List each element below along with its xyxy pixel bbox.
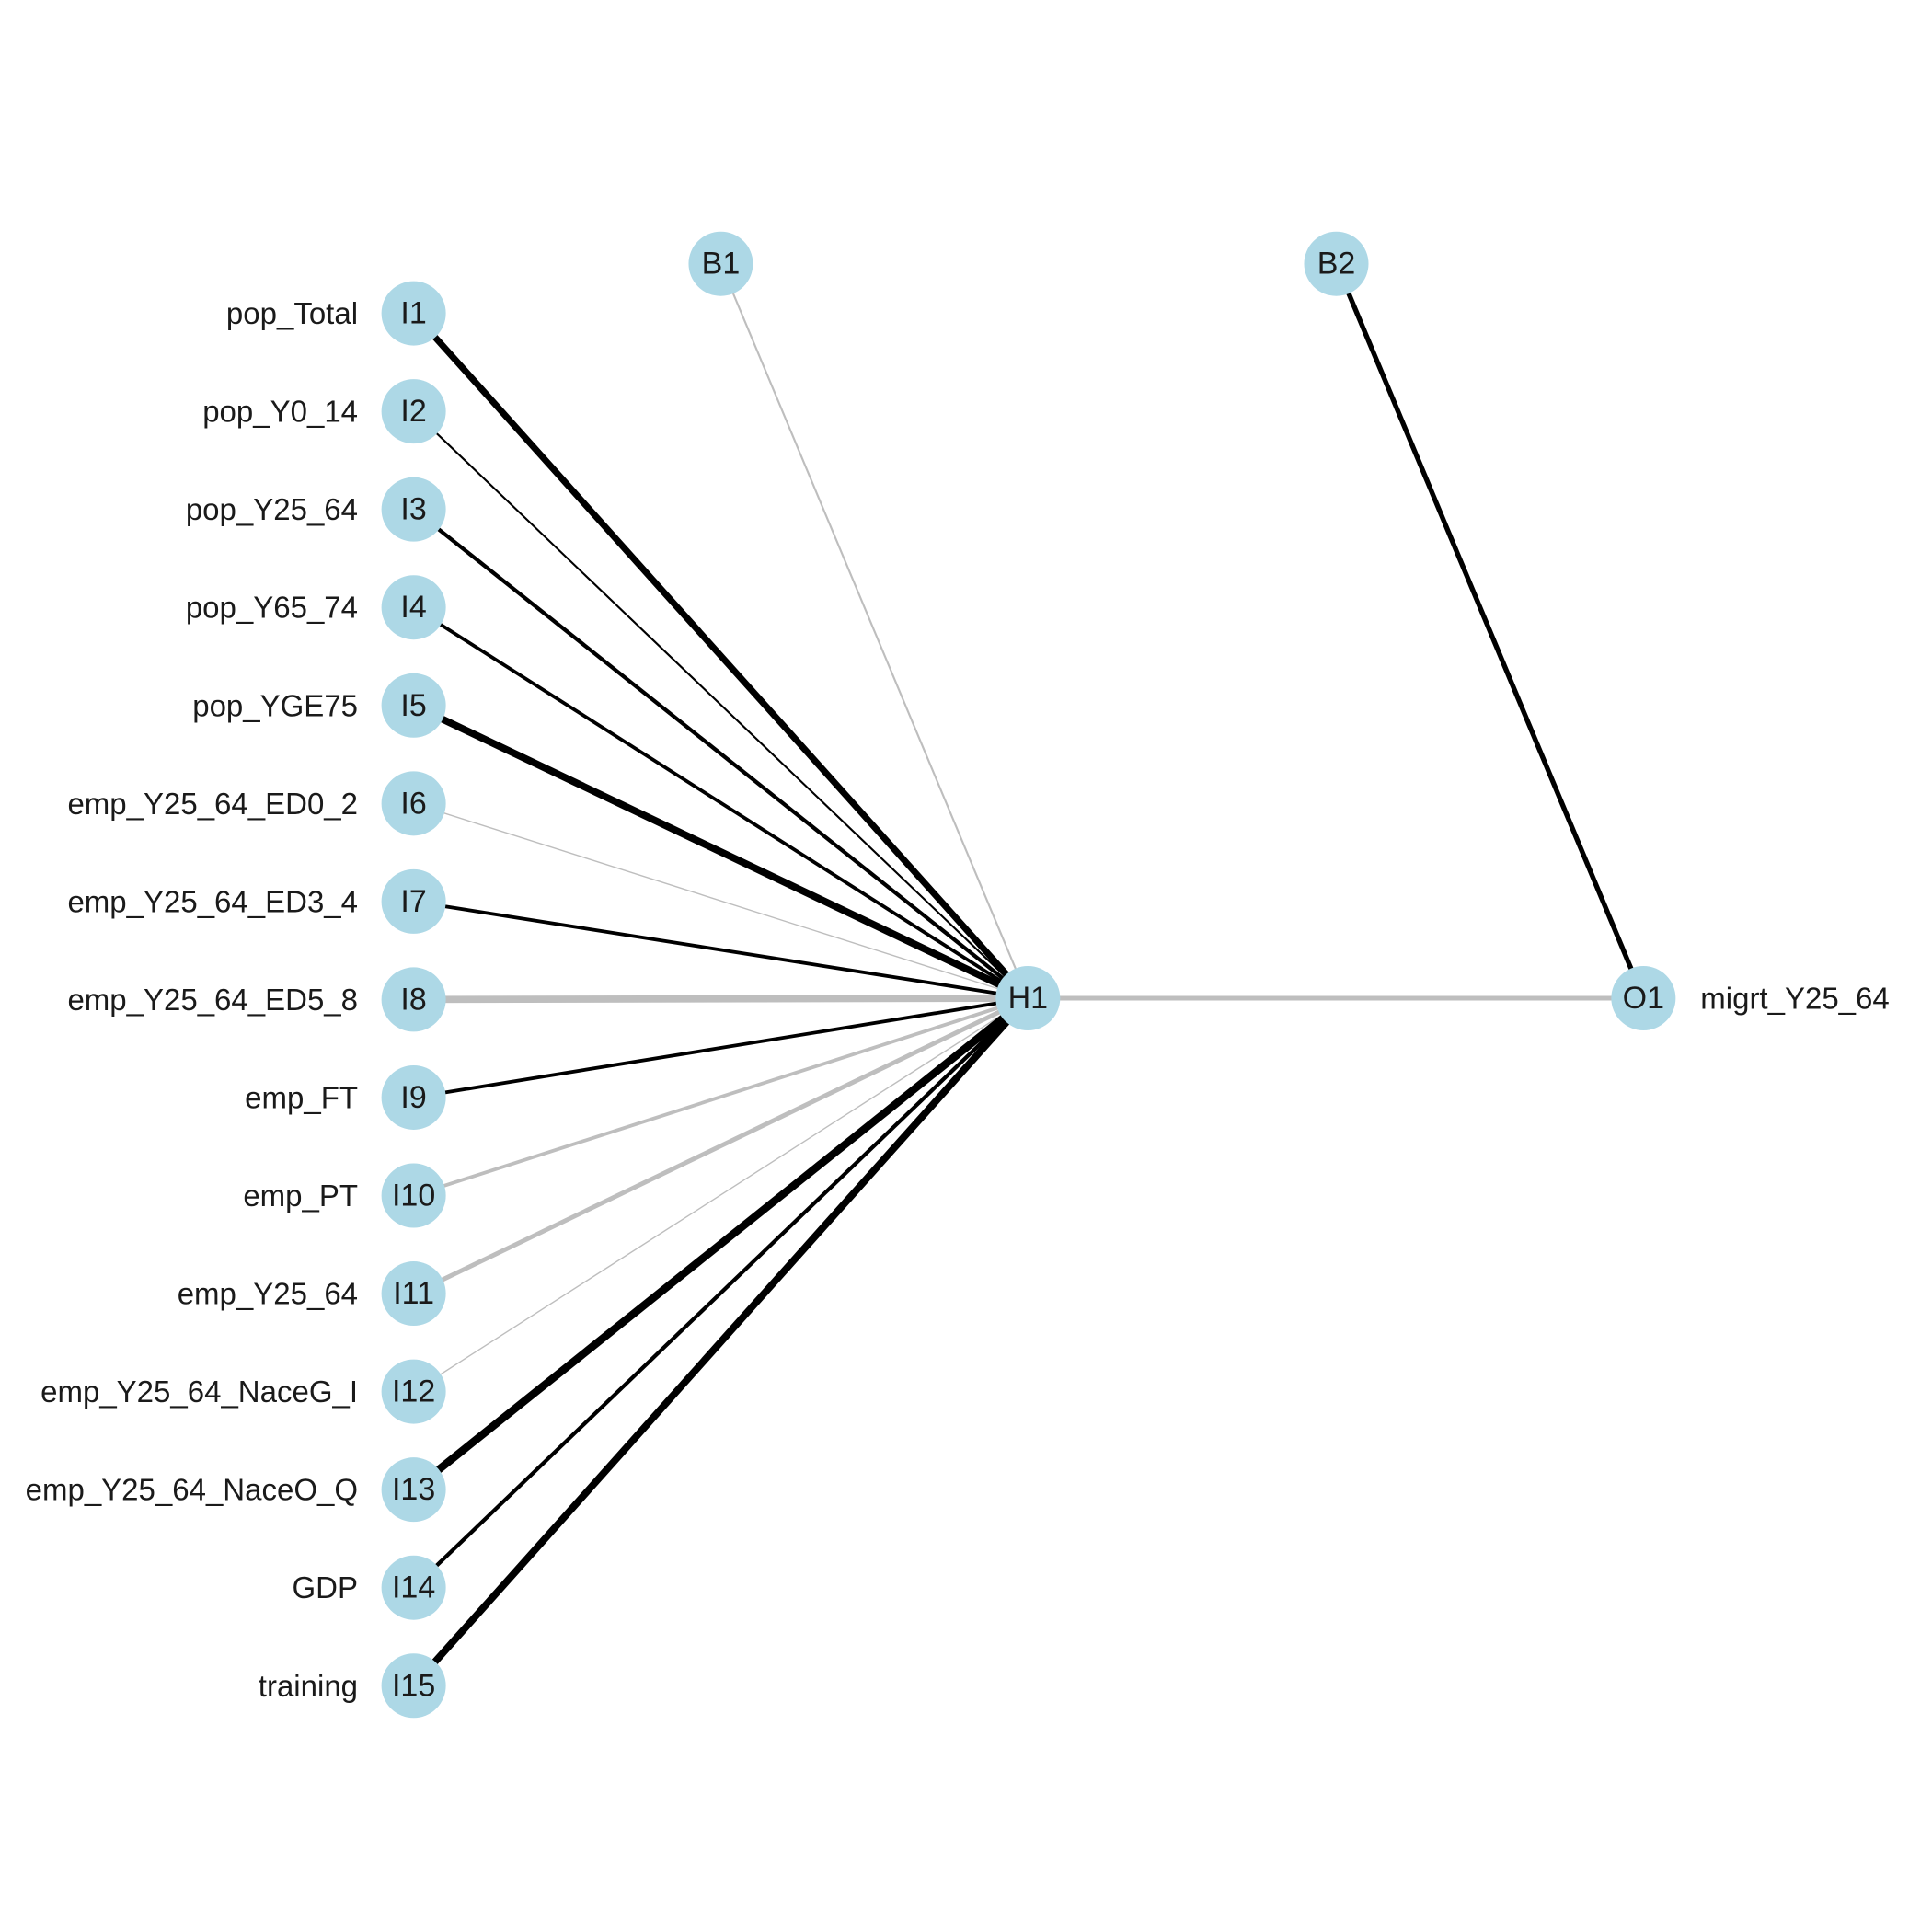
node-circle: [381, 673, 446, 738]
node-circle: [381, 1261, 446, 1327]
node-id-label: I7: [400, 884, 426, 919]
connection-i7-h1: [413, 899, 1029, 1000]
input-variable-label: pop_Total: [226, 296, 358, 330]
node-id-label: I15: [392, 1668, 435, 1703]
connection-b1-h1: [719, 263, 1029, 999]
connection-i10-h1: [413, 996, 1029, 1198]
node-circle: [1304, 231, 1369, 296]
node-id-label: I10: [392, 1179, 435, 1213]
node-i7: I7: [381, 868, 446, 934]
node-circle: [381, 477, 446, 542]
connection-i6-h1: [413, 802, 1029, 999]
node-id-label: I4: [400, 590, 426, 625]
node-h1: H1: [995, 966, 1061, 1030]
node-circle: [381, 379, 446, 444]
node-id-label: I2: [400, 394, 426, 429]
input-variable-label: emp_Y25_64_NaceO_Q: [26, 1473, 358, 1507]
connection-i9-h1: [413, 996, 1029, 1099]
node-circle: [381, 868, 446, 934]
node-b2: B2: [1304, 231, 1369, 296]
node-circle: [381, 1457, 446, 1523]
input-variable-label: emp_Y25_64_ED3_4: [67, 884, 358, 918]
node-i2: I2: [381, 379, 446, 444]
node-circle: [995, 966, 1061, 1030]
input-variable-label: emp_PT: [243, 1179, 358, 1213]
node-i9: I9: [381, 1064, 446, 1130]
connection-i8-h1: [413, 995, 1029, 1004]
node-i1: I1: [381, 281, 446, 346]
node-circle: [1611, 966, 1676, 1030]
node-id-label: I9: [400, 1080, 426, 1115]
node-circle: [381, 575, 446, 640]
connection-i12-h1: [413, 997, 1029, 1393]
connection-i5-h1: [411, 702, 1029, 1002]
input-variable-label: pop_Y65_74: [186, 591, 358, 625]
node-id-label: B2: [1317, 247, 1356, 282]
input-variable-label: emp_Y25_64: [178, 1277, 358, 1311]
node-circle: [381, 281, 446, 346]
node-id-label: I8: [400, 982, 426, 1017]
node-id-label: I11: [393, 1276, 434, 1311]
node-i3: I3: [381, 477, 446, 542]
connections-layer: [410, 262, 1646, 1688]
node-id-label: B1: [702, 247, 741, 282]
node-circle: [688, 231, 753, 296]
node-id-label: I12: [392, 1374, 435, 1409]
connection-i15-h1: [410, 995, 1031, 1688]
input-variable-label: emp_FT: [245, 1080, 358, 1114]
node-id-label: I1: [400, 296, 426, 331]
node-i4: I4: [381, 575, 446, 640]
input-variable-label: pop_Y25_64: [186, 492, 358, 526]
connection-i14-h1: [412, 996, 1029, 1590]
node-i5: I5: [381, 673, 446, 738]
input-variable-label: GDP: [293, 1570, 359, 1604]
connection-i3-h1: [412, 508, 1029, 1000]
node-i12: I12: [381, 1359, 446, 1424]
node-id-label: H1: [1008, 981, 1048, 1016]
node-id-label: I6: [400, 786, 426, 821]
node-i13: I13: [381, 1457, 446, 1523]
connection-i1-h1: [410, 311, 1030, 1001]
connection-i4-h1: [412, 605, 1029, 1000]
node-circle: [381, 1359, 446, 1424]
node-circle: [381, 771, 446, 836]
node-circle: [381, 1163, 446, 1228]
input-variable-label: emp_Y25_64_ED5_8: [67, 983, 358, 1017]
connection-b2-o1: [1334, 262, 1646, 1000]
input-variable-label: training: [259, 1669, 358, 1703]
node-id-label: O1: [1623, 981, 1664, 1016]
connection-i11-h1: [412, 995, 1029, 1296]
output-variable-label: migrt_Y25_64: [1700, 982, 1889, 1016]
node-o1: O1: [1611, 966, 1676, 1030]
input-variable-label: pop_YGE75: [192, 688, 358, 722]
node-circle: [381, 1064, 446, 1130]
node-i10: I10: [381, 1163, 446, 1228]
node-i14: I14: [381, 1555, 446, 1620]
connection-i2-h1: [412, 410, 1029, 999]
node-i8: I8: [381, 967, 446, 1032]
input-variable-label: emp_Y25_64_ED0_2: [67, 787, 358, 821]
node-id-label: I14: [392, 1570, 435, 1605]
nodes-layer: I1 I2 I3 I4 I5 I6 I7 I8 I9 I10 I11 I12 I13 I14 I15 H1 O1…: [381, 231, 1676, 1719]
node-i15: I15: [381, 1653, 446, 1719]
node-i11: I11: [381, 1261, 446, 1327]
node-id-label: I13: [392, 1472, 435, 1507]
connection-i13-h1: [410, 995, 1030, 1493]
node-b1: B1: [688, 231, 753, 296]
node-id-label: I5: [400, 688, 426, 723]
variable-labels-layer: pop_Total pop_Y0_14 pop_Y25_64 pop_Y65_74po…: [26, 296, 1890, 1703]
input-variable-label: emp_Y25_64_NaceG_I: [40, 1374, 358, 1409]
node-i6: I6: [381, 771, 446, 836]
node-circle: [381, 967, 446, 1032]
node-id-label: I3: [400, 492, 426, 527]
node-circle: [381, 1653, 446, 1719]
node-circle: [381, 1555, 446, 1620]
input-variable-label: pop_Y0_14: [202, 395, 358, 429]
